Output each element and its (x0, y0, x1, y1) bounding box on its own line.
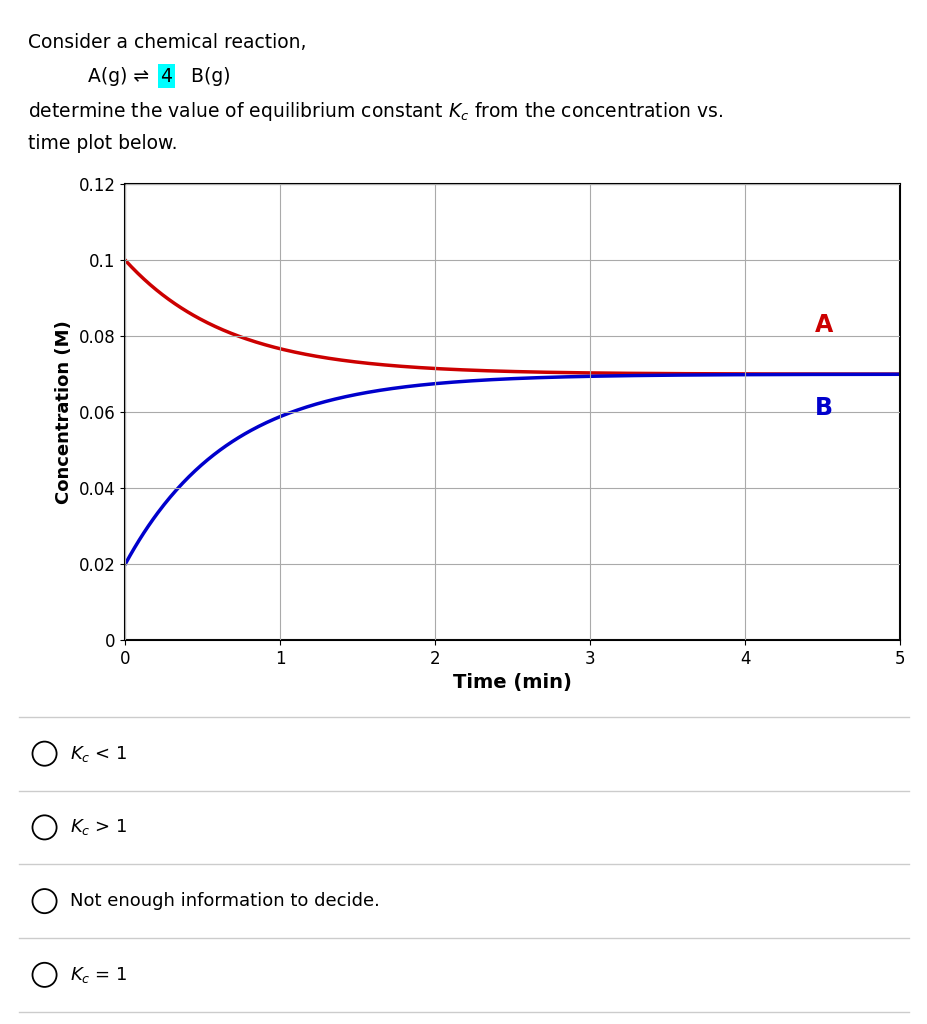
Text: $K_c$ < 1: $K_c$ < 1 (70, 743, 127, 764)
Text: determine the value of equilibrium constant $K_c$ from the concentration vs.: determine the value of equilibrium const… (28, 100, 722, 123)
Text: A: A (814, 312, 832, 337)
Y-axis label: Concentration (M): Concentration (M) (55, 321, 73, 504)
X-axis label: Time (min): Time (min) (452, 673, 572, 692)
Text: A(g) ⇌: A(g) ⇌ (88, 67, 155, 86)
Text: Not enough information to decide.: Not enough information to decide. (70, 892, 379, 910)
Text: B: B (814, 396, 832, 421)
Text: B(g): B(g) (184, 67, 230, 86)
Text: time plot below.: time plot below. (28, 134, 177, 154)
Text: 4: 4 (160, 67, 172, 86)
Text: $K_c$ > 1: $K_c$ > 1 (70, 817, 127, 838)
Text: Consider a chemical reaction,: Consider a chemical reaction, (28, 33, 306, 52)
Text: $K_c$ = 1: $K_c$ = 1 (70, 965, 127, 985)
